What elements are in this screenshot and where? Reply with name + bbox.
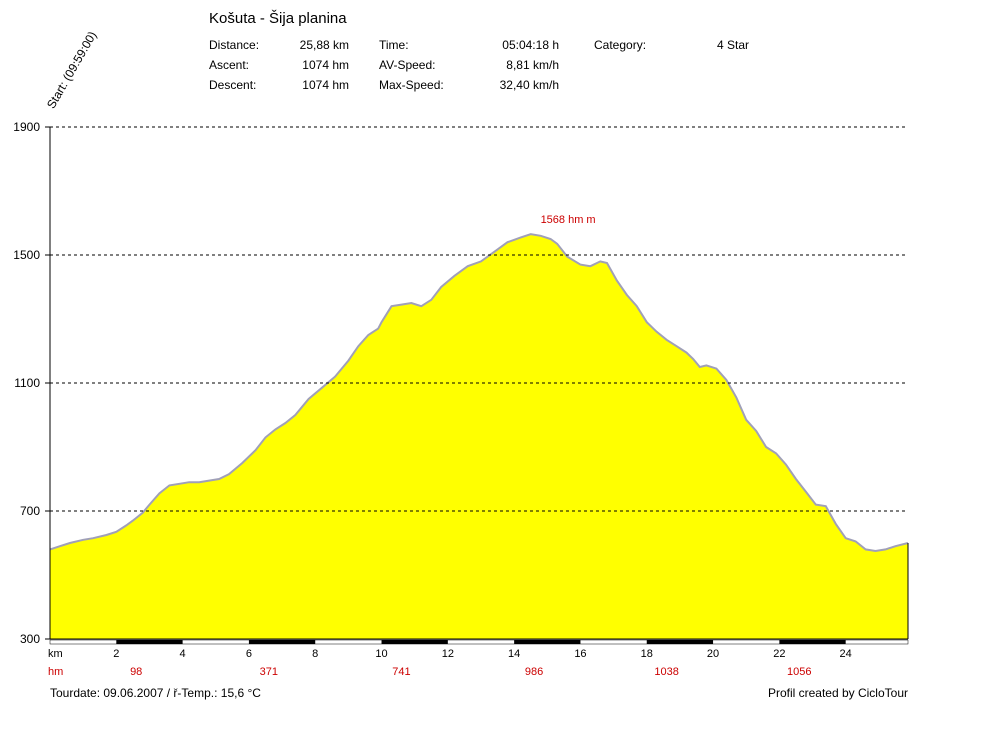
x-tick-label: 22 [773, 648, 785, 660]
x-tick-label: 18 [641, 648, 653, 660]
x-tick-label: 10 [375, 648, 387, 660]
km-strip-segment [646, 640, 714, 644]
km-strip-segment [779, 640, 846, 644]
avspeed-label: AV-Speed: [379, 58, 436, 72]
km-strip [49, 639, 909, 645]
hm-row-label: hm [48, 666, 63, 678]
tourdate-label: Tourdate: 09.06.2007 / ř-Temp.: 15,6 °C [50, 686, 261, 700]
ascent-value: 1074 hm [302, 58, 349, 72]
km-strip-segment [381, 640, 448, 644]
y-tick-label: 1100 [14, 376, 40, 390]
y-tick-label: 700 [20, 504, 40, 518]
time-value: 05:04:18 h [502, 38, 559, 52]
distance-value: 25,88 km [299, 38, 349, 52]
km-strip-segment [116, 640, 183, 644]
km-strip-segment [514, 640, 581, 644]
y-tick-label: 1900 [13, 120, 40, 134]
time-label: Time: [379, 38, 409, 52]
x-tick-label: 6 [246, 648, 252, 660]
hm-tick-label: 741 [392, 666, 410, 678]
y-tick-label: 1500 [13, 248, 40, 262]
x-tick-label: 4 [180, 648, 186, 660]
elevation-line [49, 233, 909, 553]
x-tick-label: 16 [574, 648, 586, 660]
maxspeed-label: Max-Speed: [379, 78, 444, 92]
descent-value: 1074 hm [302, 78, 349, 92]
descent-label: Descent: [209, 78, 257, 92]
hm-tick-label: 98 [130, 666, 142, 678]
x-tick-label: 2 [113, 648, 119, 660]
chart-title: Košuta - Šija planina [209, 10, 347, 27]
hm-tick-label: 1038 [654, 666, 678, 678]
x-tick-label: 14 [508, 648, 520, 660]
y-tick-label: 300 [20, 632, 40, 646]
maxspeed-value: 32,40 km/h [499, 78, 559, 92]
km-strip-segment [248, 640, 316, 644]
x-tick-label: 24 [840, 648, 852, 660]
x-tick-label: 20 [707, 648, 719, 660]
hm-tick-label: 1056 [787, 666, 811, 678]
category-value: 4 Star [717, 38, 750, 52]
elevation-area [50, 234, 908, 639]
ascent-label: Ascent: [209, 58, 250, 72]
peak-label: 1568 hm m [541, 214, 596, 226]
hm-tick-label: 371 [260, 666, 278, 678]
distance-label: Distance: [209, 38, 260, 52]
avspeed-value: 8,81 km/h [506, 58, 559, 72]
x-axis-label: km [48, 648, 63, 660]
x-tick-label: 8 [312, 648, 318, 660]
x-tick-label: 12 [442, 648, 454, 660]
hm-tick-label: 986 [525, 666, 543, 678]
category-label: Category: [594, 38, 647, 52]
credit-label: Profil created by CicloTour [767, 686, 908, 700]
